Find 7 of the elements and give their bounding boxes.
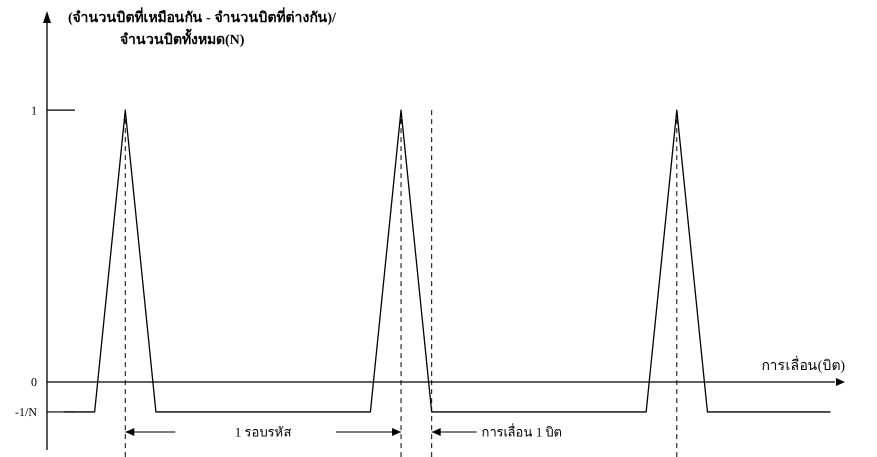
- y-tick-label: 0: [31, 375, 37, 390]
- ref-line-label: -1/N: [15, 405, 38, 420]
- x-axis-title: การเลื่อน(บิต): [762, 356, 846, 374]
- annotation: 1 รอบรหัส: [234, 424, 292, 440]
- y-tick-label: 1: [31, 103, 37, 118]
- annotation: การเลื่อน 1 บิต: [482, 424, 562, 440]
- y-axis-title: (จำนวนบิตที่เหมือนกัน - จำนวนบิตที่ต่างกัน)/ จำนวนบิตทั้งหมด(N): [68, 7, 337, 48]
